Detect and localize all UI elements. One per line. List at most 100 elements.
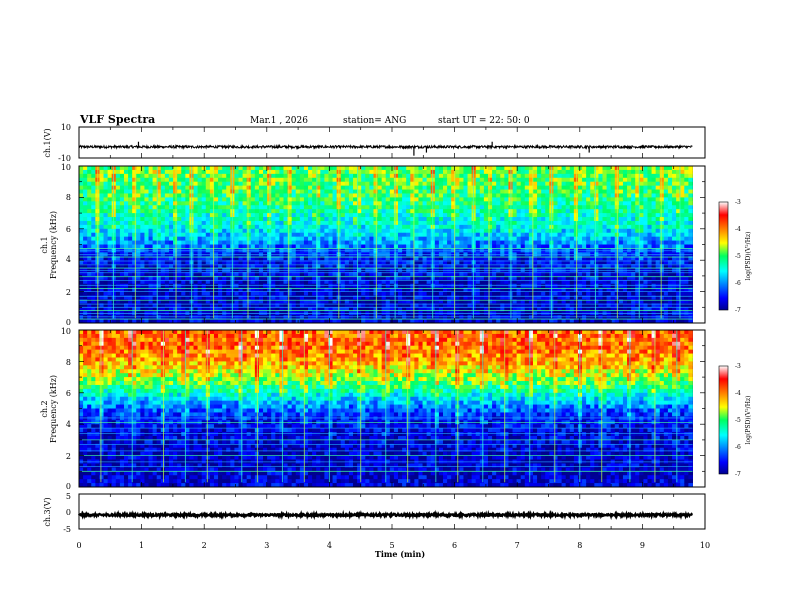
spec-cell: [557, 271, 562, 277]
spec-cell: [91, 295, 96, 300]
spec-cell: [365, 315, 370, 320]
spec-cell: [434, 303, 440, 308]
spec-cell: [128, 193, 133, 198]
spec-cell: [164, 279, 170, 285]
spec-cell: [263, 307, 268, 312]
spec-cell: [230, 319, 235, 324]
spec-cell: [279, 189, 284, 194]
spec-cell: [385, 177, 391, 183]
spec-cell: [582, 197, 587, 202]
spec-cell: [369, 213, 374, 218]
spec-cell: [140, 271, 145, 277]
spec-cell: [246, 307, 252, 312]
spec-cell: [152, 232, 158, 238]
spec-cell: [553, 279, 558, 285]
spec-cell: [361, 201, 366, 206]
spec-cell: [471, 319, 477, 324]
spec-cell: [487, 291, 493, 296]
spec-cell: [565, 291, 571, 296]
spec-cell: [573, 307, 579, 312]
spec-cell: [168, 240, 174, 245]
spec-cell: [426, 319, 432, 324]
spec-cell: [181, 224, 186, 230]
spec-cell: [267, 185, 272, 190]
spec-cell: [87, 197, 92, 202]
spec-cell: [500, 260, 505, 265]
spec-cell: [295, 189, 301, 194]
spec-cell: [443, 295, 448, 300]
spec-cell: [443, 283, 448, 289]
spec-cell: [144, 307, 149, 312]
spec-cell: [226, 169, 231, 175]
spec-cell: [504, 291, 509, 296]
spec-cell: [422, 185, 428, 190]
spec-cell: [463, 220, 468, 226]
spec-cell: [193, 315, 199, 320]
spec-cell: [328, 303, 333, 308]
spec-cell: [496, 228, 501, 234]
spec-cell: [144, 303, 149, 308]
spec-cell: [308, 205, 313, 210]
spec-cell: [418, 264, 423, 269]
spec-cell: [173, 303, 178, 308]
spec-cell: [455, 283, 460, 289]
spec-cell: [438, 213, 444, 218]
spec-cell: [160, 232, 166, 238]
spec-cell: [144, 201, 149, 206]
spec-cell: [422, 209, 428, 214]
spec-cell: [168, 169, 174, 175]
spec-cell: [291, 244, 297, 249]
spec-cell: [160, 236, 166, 241]
spec-cell: [561, 236, 567, 241]
spec-cell: [303, 307, 309, 312]
spec-cell: [287, 166, 293, 171]
spec-cell: [389, 299, 395, 304]
spec-cell: [185, 315, 190, 320]
spec-cell: [353, 169, 358, 175]
spec-cell: [218, 264, 223, 269]
spec-cell: [250, 271, 256, 277]
spec-cell: [250, 181, 256, 187]
spec-cell: [377, 205, 383, 210]
spec-cell: [291, 173, 297, 179]
spec-cell: [447, 264, 452, 269]
spec-cell: [377, 201, 383, 206]
spec-cell: [148, 189, 154, 194]
spec-cell: [336, 319, 342, 324]
spec-cell: [173, 232, 178, 238]
spec-cell: [393, 299, 399, 304]
spec-cell: [557, 173, 562, 179]
spec-cell: [87, 271, 92, 277]
spec-cell: [173, 264, 178, 269]
spec-cell: [537, 197, 542, 202]
spec-cell: [226, 185, 231, 190]
spec-cell: [275, 224, 280, 230]
spec-cell: [344, 303, 350, 308]
spec-cell: [332, 283, 338, 289]
spec-cell: [475, 173, 481, 179]
spec-cell: [504, 193, 509, 198]
spec-cell: [123, 279, 129, 285]
spec-cell: [398, 185, 403, 190]
spec-cell: [353, 315, 358, 320]
spec-cell: [287, 201, 293, 206]
spec-cell: [308, 283, 313, 289]
spec-cell: [119, 228, 125, 234]
spec-cell: [438, 291, 444, 296]
spec-cell: [385, 315, 391, 320]
spec-cell: [123, 205, 129, 210]
spec-cell: [328, 166, 333, 171]
spec-cell: [524, 193, 530, 198]
spec-cell: [447, 224, 452, 230]
spec-cell: [492, 189, 497, 194]
spec-cell: [238, 264, 243, 269]
spec-cell: [226, 307, 231, 312]
spec-cell: [132, 177, 137, 183]
spec-cell: [385, 220, 391, 226]
spec-cell: [267, 169, 272, 175]
spec-cell: [99, 189, 104, 194]
spec-cell: [123, 256, 129, 261]
spec-cell: [312, 240, 317, 245]
spec-cell: [402, 236, 407, 241]
spec-cell: [381, 307, 387, 312]
